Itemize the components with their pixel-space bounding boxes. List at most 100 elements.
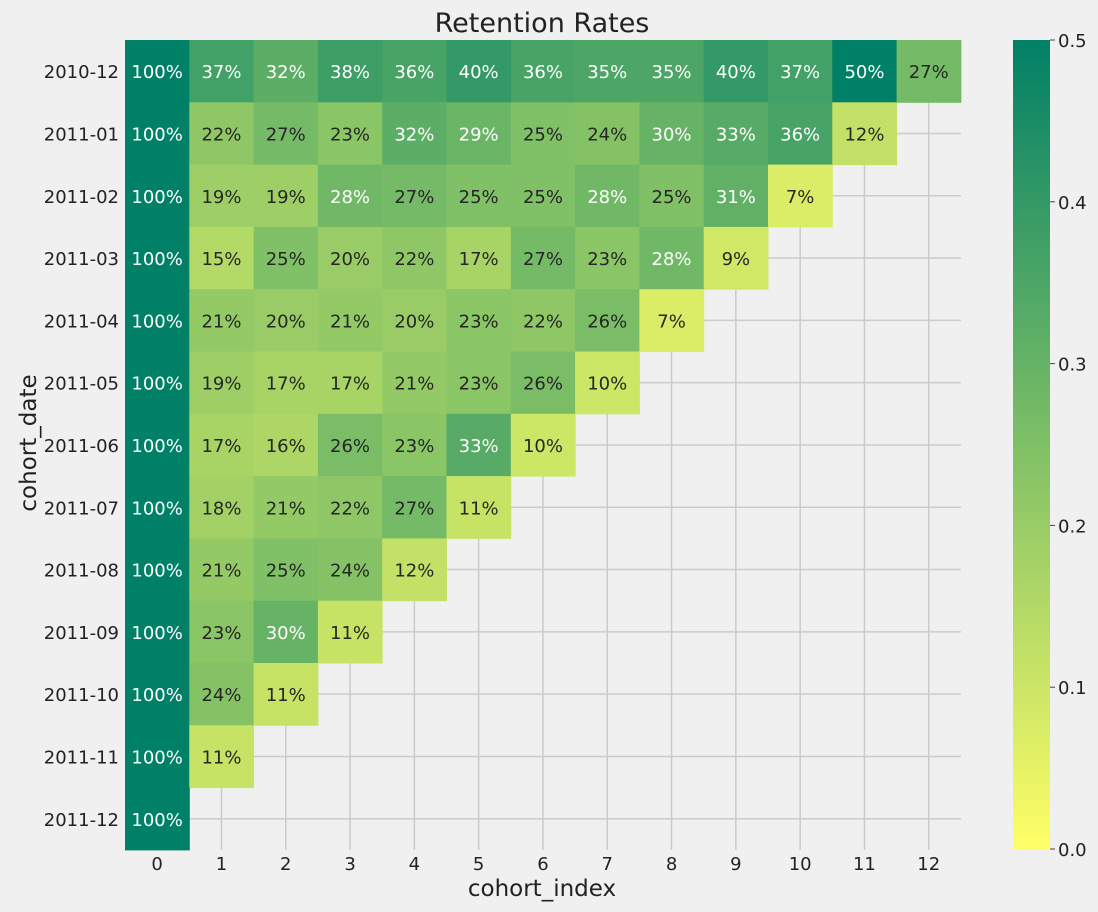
cell-label: 25% [523,187,563,208]
x-tick-label: 0 [151,854,162,875]
heatmap-cell [382,226,447,290]
heatmap-cell [317,351,383,415]
y-axis-label: cohort_date [16,374,42,511]
heatmap-cell [639,289,705,352]
cell-label: 22% [201,124,241,145]
cell-label: 22% [523,311,563,332]
cell-label: 27% [909,62,949,83]
cell-label: 21% [266,498,306,519]
cell-label: 20% [330,249,370,270]
heatmap-cell [253,476,319,539]
cell-label: 23% [201,623,241,644]
cell-label: 37% [201,62,241,83]
heatmap-cell [253,226,319,290]
heatmap-cell [253,538,319,602]
heatmap-cell [189,226,255,290]
heatmap-cell [446,476,512,539]
heatmap-cell [575,40,640,103]
heatmap-cell [703,102,769,166]
chart-title: Retention Rates [435,8,650,39]
colorbar-tick-label: 0.1 [1058,678,1087,699]
heatmap-cell [832,40,898,103]
cell-label: 12% [394,561,434,582]
cell-label: 32% [394,124,434,145]
cell-label: 28% [587,187,627,208]
cell-label: 23% [459,311,499,332]
heatmap-cell [189,600,255,664]
cell-label: 23% [587,249,627,270]
colorbar-tick-label: 0.0 [1058,840,1087,861]
heatmap-cell [510,289,576,352]
heatmap-cell [253,663,319,726]
heatmap-cell [703,40,769,103]
cell-label: 36% [523,62,563,83]
x-tick-label: 10 [789,854,812,875]
heatmap-cell [639,102,705,166]
cell-label: 35% [587,62,627,83]
heatmap-cell [317,289,383,352]
cell-label: 18% [201,498,241,519]
heatmap-cell [253,40,319,103]
heatmap-cell [382,476,447,539]
y-tick-label: 2010-12 [44,62,119,83]
heatmap-cell [575,289,640,352]
heatmap-cell [768,40,833,103]
heatmap-cell [446,413,512,477]
heatmap-cell [125,476,190,539]
cell-label: 10% [587,374,627,395]
y-tick-label: 2011-10 [44,685,119,706]
cell-labels: 100% 37% 32% 38% 36% 40% 36% 35% 35% 40% 37% 50% 27%… [131,62,948,831]
cell-label: 17% [330,374,370,395]
colorbar-tick-label: 0.3 [1058,355,1087,376]
heatmap-cell [382,289,447,352]
cell-label: 24% [587,124,627,145]
cell-label: 11% [459,498,499,519]
heatmap-cell [125,351,190,415]
heatmap-cell [382,413,447,477]
heatmap-cell [703,226,769,290]
x-tick-label: 7 [602,854,613,875]
cell-label: 11% [201,747,241,768]
heatmap-cell [125,725,190,789]
cell-label: 12% [844,124,884,145]
heatmap-cell [768,102,833,166]
cell-label: 26% [587,311,627,332]
heatmap-cell [189,351,255,415]
heatmap-cell [382,351,447,415]
cell-label: 16% [266,436,306,457]
heatmap-cell [639,164,705,228]
cell-label: 21% [201,561,241,582]
heatmap-cell [253,102,319,166]
cell-label: 28% [330,187,370,208]
cell-label: 26% [330,436,370,457]
y-tick-label: 2011-06 [44,436,119,457]
cell-label: 10% [523,436,563,457]
heatmap-cell [575,226,640,290]
heatmap-cell [189,289,255,352]
heatmap-cell [382,538,447,602]
cell-label: 100% [131,747,182,768]
heatmap-cell [125,663,190,726]
heatmap-cell [125,164,190,228]
cell-label: 33% [459,436,499,457]
heatmap-cell [575,351,640,415]
cell-label: 100% [131,124,182,145]
heatmap-cell [253,600,319,664]
heatmap-cell [768,164,833,228]
heatmap-cell [125,40,190,103]
cell-label: 11% [330,623,370,644]
heatmap-cell [189,102,255,166]
cell-label: 100% [131,561,182,582]
cell-label: 23% [330,124,370,145]
cell-label: 28% [652,249,692,270]
heatmap-cell [253,164,319,228]
heatmap-cell [253,289,319,352]
heatmap-cell [189,413,255,477]
heatmap-cell [896,40,962,103]
heatmap-cells [125,40,962,851]
y-tick-label: 2011-01 [44,124,119,145]
heatmap-cell [189,476,255,539]
heatmap-cell [253,413,319,477]
heatmap-cell [253,351,319,415]
cell-label: 36% [780,124,820,145]
